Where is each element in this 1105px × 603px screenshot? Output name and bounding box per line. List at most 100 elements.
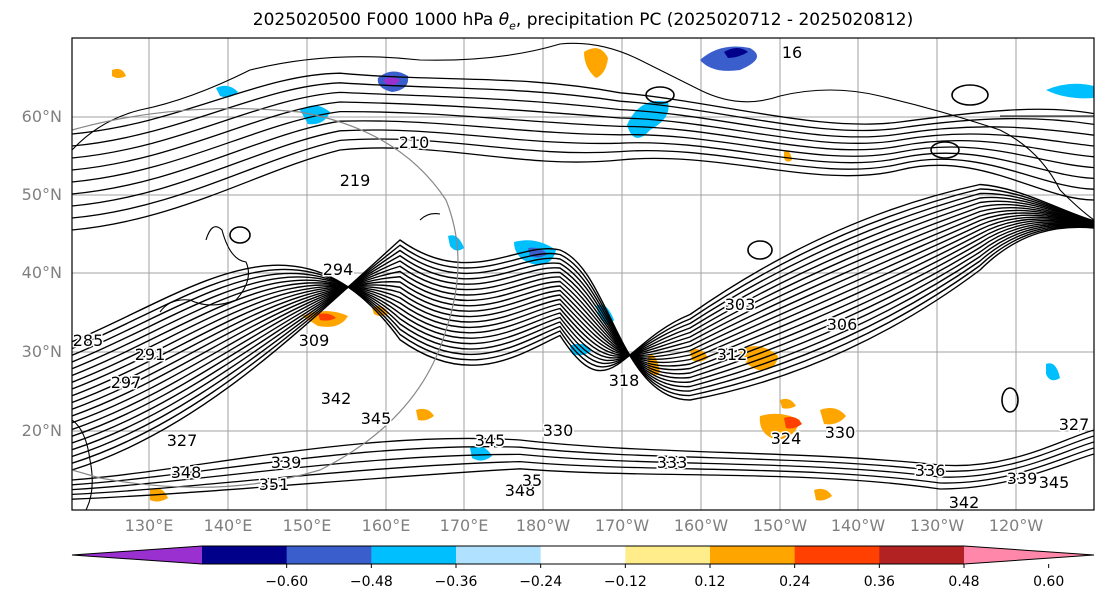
theta-e-isoline [72,82,1094,147]
contour-value-label: 345 [1039,473,1070,492]
contour-value-label: 35 [522,471,542,490]
contour-value-label: 327 [167,431,198,450]
theta-e-isoline [72,196,1094,363]
theta-e-isoline [72,221,1094,431]
colorbar-swatch [540,546,626,564]
colorbar-swatch [286,546,372,564]
title-prefix: 2025020500 F000 1000 hPa [252,10,499,30]
theta-e-isoline [72,129,1094,207]
theta-e-isoline [72,222,1094,437]
contour-value-label: 285 [73,331,104,350]
theta-e-isoline [72,224,1094,451]
latitude-label: 20°N [21,421,62,440]
colorbar-tick-label: −0.60 [265,574,309,590]
contour-value-label: 342 [949,493,980,512]
positive-blob [584,48,608,78]
colorbar-extend-low [72,546,202,564]
negative-blob [470,446,492,461]
contour-labels: 16 210 219 294 303 306 309 291 297 285 342 345 345 34… [72,42,1091,512]
contour-value-label: 327 [1059,415,1090,434]
theta-e-isoline [72,212,1094,397]
longitude-label: 180°W [515,516,571,535]
contour-value-label: 351 [259,475,290,494]
contour-value-label: 348 [171,463,202,482]
contour-value-label: 345 [361,409,392,428]
contour-value-label: 324 [771,429,802,448]
contour-value-label: 312 [717,345,748,364]
closed-isoline [930,141,960,159]
theta-e-isoline [72,453,1094,500]
closed-isoline [645,86,675,104]
positive-blob [820,408,846,425]
colorbar-swatch [202,546,288,564]
theta-e-isoline [72,209,1094,390]
theta-e-isoline [72,218,1094,417]
contour-value-label: 348 [505,481,536,500]
theta-e-isoline [72,138,1094,219]
longitude-label: 140°W [830,516,886,535]
closed-isoline [229,226,251,244]
theta-e-isoline [72,214,1094,404]
contour-value-label: 345 [475,431,506,450]
contour-value-label: 291 [135,345,166,364]
reference-arcs [72,108,459,488]
theta-e-isoline [72,225,1094,464]
theta-e-contours [72,72,1094,500]
theta-e-isoline [72,429,1094,481]
longitude-label: 170°E [439,516,489,535]
latitude-label: 40°N [21,263,62,282]
colorbar-swatch [456,546,542,564]
contour-value-label: 318 [609,371,640,390]
positive-blob [112,68,126,78]
contour-value-label: 333 [657,453,688,472]
colorbar-tick-label: 0.36 [863,574,895,590]
colorbar-swatch [625,546,711,564]
colorbar-tick-label: 0.24 [779,574,811,590]
contour-value-label: 297 [111,373,142,392]
colorbar-swatch [371,546,457,564]
longitude-label: 150°W [752,516,808,535]
latitude-label: 30°N [21,342,62,361]
theta-e-isoline [72,101,1094,171]
negative-blob [724,48,748,58]
negative-blob [1046,363,1060,381]
colorbar-tick-label: 0.12 [694,574,726,590]
theta-e-isoline [72,91,1094,159]
colorbar-tick-label: −0.48 [349,574,393,590]
theta-e-isoline [72,72,1094,135]
colorbar-swatch [879,546,965,564]
colorbar-outline [71,545,1095,565]
latitude-label: 60°N [21,107,62,126]
contour-value-label: 330 [543,421,574,440]
colorbar-swatch [710,546,796,564]
theta-e-isoline [72,435,1094,486]
longitude-label: 160°E [361,516,411,535]
contour-value-label: 330 [825,423,856,442]
colorbar-tick-label: −0.36 [434,574,478,590]
contour-value-label: 339 [1007,469,1038,488]
closed-isoline [951,84,989,106]
colorbar-tick-label: −0.24 [519,574,563,590]
theta-e-isoline [72,203,1094,377]
contour-value-label: 339 [271,453,302,472]
theta-e-isoline [72,225,1094,458]
longitude-label: 120°W [988,516,1044,535]
colorbar [71,545,1095,568]
contour-value-label: 16 [782,43,802,62]
positive-blob [318,313,336,321]
closed-isoline [1001,387,1019,413]
positive-blob [780,398,796,409]
colorbar-extend-high [964,546,1094,564]
colorbar-tick-label: −0.12 [603,574,647,590]
positive-blob [784,416,802,429]
contour-value-label: 342 [321,389,352,408]
chart-title: 2025020500 F000 1000 hPa θe, precipitati… [72,10,1094,32]
theta-e-isoline [72,216,1094,410]
longitude-label: 160°W [673,516,729,535]
positive-blob [740,346,778,371]
theta-e-isoline [72,147,1094,231]
negative-blob [448,235,464,251]
theta-e-isoline [72,183,1094,372]
positive-blob [416,408,434,421]
title-subscript: e [509,19,516,33]
